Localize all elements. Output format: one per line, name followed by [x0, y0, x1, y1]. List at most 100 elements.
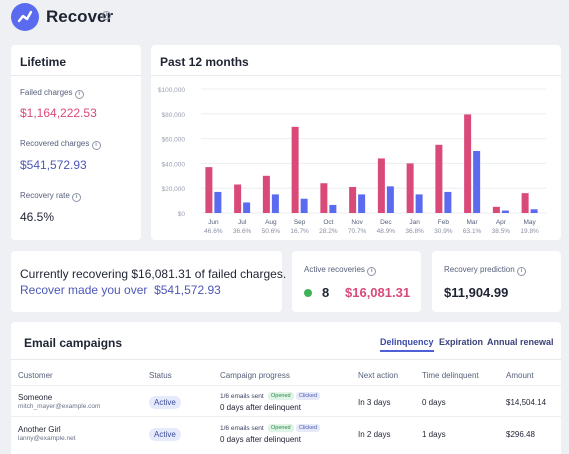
customer-email: lanny@example.net	[18, 435, 76, 442]
email-campaigns-card: Email campaigns Delinquency Expiration A…	[11, 322, 561, 454]
recovery-rate-label: 50.6%	[262, 228, 281, 235]
recovery-rate-label: 30.9%	[434, 228, 453, 235]
failed-bar[interactable]	[464, 114, 472, 213]
app-logo	[11, 3, 39, 31]
active-count: 8	[322, 285, 330, 300]
recover-made-text: Recover made you over $541,572.93	[20, 283, 221, 297]
recovered-bar[interactable]	[243, 202, 251, 213]
failed-bar[interactable]	[234, 184, 242, 213]
divider	[11, 75, 141, 76]
failed-charges-label: Failed charges i	[20, 88, 84, 99]
recovery-rate-label: 48.9%	[377, 228, 396, 235]
failed-bar[interactable]	[377, 158, 385, 213]
column-amount: Amount	[506, 371, 534, 380]
failed-bar[interactable]	[349, 186, 357, 213]
x-tick-label: Jan	[409, 219, 420, 226]
info-icon[interactable]: i	[72, 193, 82, 202]
opened-badge: Opened	[268, 392, 294, 400]
recovered-bar[interactable]	[415, 194, 423, 213]
active-recoveries-card: Active recoveries i 8 $16,081.31	[292, 251, 421, 312]
y-tick-label: $80,000	[162, 112, 186, 119]
recovery-rate-label: 28.2%	[319, 228, 338, 235]
recovery-prediction-card: Recovery prediction i $11,904.99	[432, 251, 561, 312]
x-tick-label: Apr	[496, 219, 507, 226]
info-icon[interactable]: i	[516, 267, 526, 276]
recovered-bar[interactable]	[444, 191, 452, 213]
recovery-prediction-label: Recovery prediction i	[444, 265, 526, 276]
column-customer: Customer	[18, 371, 53, 380]
x-tick-label: Mar	[467, 219, 479, 226]
recovery-rate-label: 46.6%	[204, 228, 223, 235]
recovered-bar[interactable]	[214, 191, 222, 213]
x-tick-label: Sep	[294, 219, 306, 226]
failed-bar[interactable]	[320, 183, 328, 213]
tab-delinquency[interactable]: Delinquency	[380, 337, 434, 352]
failed-bar[interactable]	[492, 206, 500, 213]
customer-name[interactable]: Someone	[18, 393, 53, 402]
customer-email: mitch_mayer@example.com	[18, 403, 101, 410]
info-icon[interactable]: i	[367, 267, 377, 276]
clicked-badge: Clicked	[296, 392, 321, 400]
x-tick-label: Aug	[265, 219, 277, 226]
x-tick-label: Jul	[238, 219, 247, 226]
recovered-bar[interactable]	[329, 204, 337, 213]
recovered-bar[interactable]	[530, 209, 538, 213]
recover-made-amount: $541,572.93	[154, 283, 221, 297]
y-tick-label: $100,000	[158, 87, 185, 94]
y-tick-label: $60,000	[162, 137, 186, 144]
info-icon[interactable]: i	[91, 141, 101, 150]
status-badge: Active	[149, 428, 181, 441]
tab-annual-renewal[interactable]: Annual renewal	[487, 337, 554, 347]
recovery-rate-label: 16.7%	[290, 228, 309, 235]
days-after-delinquent: 0 days after delinquent	[220, 403, 301, 412]
page-title: Recover	[46, 7, 114, 26]
recovered-charges-value: $541,572.93	[20, 158, 87, 172]
y-tick-label: $40,000	[162, 161, 186, 168]
recovery-rate-label: 38.5%	[492, 228, 511, 235]
column-status: Status	[149, 371, 172, 380]
column-time-delinquent: Time delinquent	[422, 371, 479, 380]
next-action: In 3 days	[358, 398, 391, 407]
divider	[11, 385, 561, 386]
recovery-rate-label: Recovery rate i	[20, 191, 82, 202]
failed-bar[interactable]	[205, 167, 213, 213]
divider	[151, 75, 561, 76]
x-tick-label: Jun	[208, 219, 219, 226]
tab-expiration[interactable]: Expiration	[439, 337, 484, 347]
recovered-bar[interactable]	[358, 194, 366, 213]
failed-bar[interactable]	[262, 175, 270, 213]
recovered-bar[interactable]	[501, 210, 509, 213]
column-campaign-progress: Campaign progress	[220, 371, 290, 380]
bar-chart: $0 $20,000 $40,000 $60,000 $80,000 $100,000 Ju…	[158, 87, 546, 235]
failed-bar[interactable]	[435, 144, 443, 213]
recovery-rate-label: 36.8%	[405, 228, 424, 235]
time-delinquent: 0 days	[422, 398, 446, 407]
recovery-rate-label: 63.1%	[463, 228, 482, 235]
x-tick-label: Dec	[380, 219, 392, 226]
recovered-bar[interactable]	[386, 186, 394, 213]
active-amount: $16,081.31	[345, 285, 411, 300]
recovered-bar[interactable]	[300, 198, 308, 213]
lifetime-title: Lifetime	[20, 55, 67, 69]
failed-bar[interactable]	[291, 126, 299, 213]
days-after-delinquent: 0 days after delinquent	[220, 435, 301, 444]
y-tick-label: $0	[178, 211, 186, 218]
divider	[11, 416, 561, 417]
info-icon[interactable]: i	[102, 11, 111, 20]
recovery-rate-label: 19.8%	[520, 228, 539, 235]
emails-sent: 1/6 emails sent	[220, 425, 264, 432]
recovered-bar[interactable]	[271, 194, 279, 213]
failed-bar[interactable]	[406, 163, 414, 213]
clicked-badge: Clicked	[296, 424, 321, 432]
next-action: In 2 days	[358, 430, 391, 439]
recovered-bar[interactable]	[473, 151, 481, 213]
recovered-charges-label: Recovered charges i	[20, 139, 101, 150]
recovering-summary-card: Currently recovering $16,081.31 of faile…	[11, 251, 286, 312]
recovery-prediction-value: $11,904.99	[444, 285, 509, 300]
failed-bar[interactable]	[521, 193, 529, 213]
active-recoveries-label: Active recoveries i	[304, 265, 377, 276]
emails-sent: 1/6 emails sent	[220, 393, 264, 400]
customer-name[interactable]: Another Girl	[18, 425, 61, 434]
info-icon[interactable]: i	[74, 90, 84, 99]
chart-title: Past 12 months	[160, 55, 249, 69]
